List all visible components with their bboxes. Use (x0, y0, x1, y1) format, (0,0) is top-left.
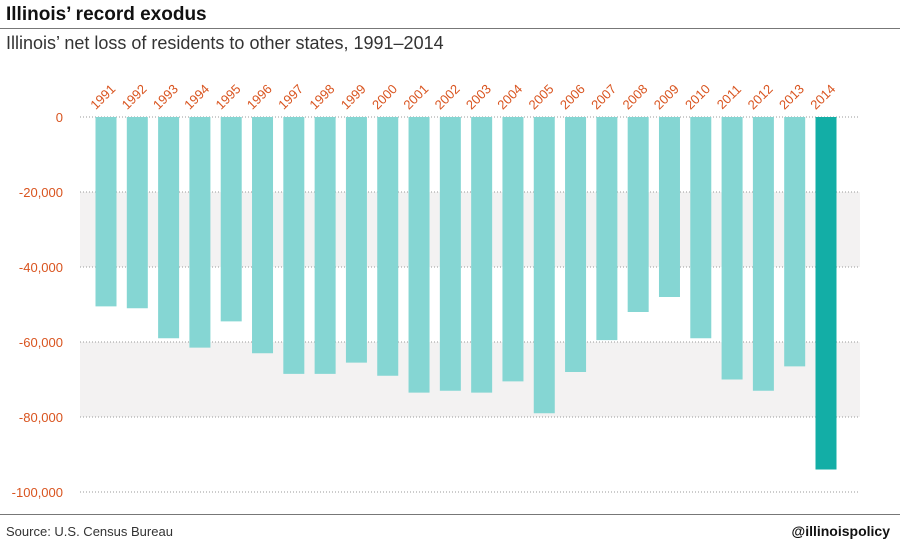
bar-2007 (596, 117, 618, 341)
bar-2009 (658, 117, 680, 297)
x-tick-label: 2004 (494, 81, 525, 112)
background-band (80, 342, 860, 417)
bar-1999 (345, 117, 367, 363)
bar-1995 (220, 117, 242, 322)
title-divider (0, 28, 900, 29)
bar-1992 (126, 117, 148, 309)
bar-2010 (690, 117, 712, 339)
x-tick-label: 2003 (463, 81, 494, 112)
bar-2011 (721, 117, 743, 380)
y-tick-label: -100,000 (12, 485, 63, 500)
bar-1994 (189, 117, 211, 348)
bar-1996 (252, 117, 274, 354)
y-tick-label: 0 (56, 110, 63, 125)
bar-2003 (471, 117, 493, 393)
x-tick-label: 2009 (651, 81, 682, 112)
bar-2002 (439, 117, 461, 391)
x-tick-label: 1991 (87, 81, 118, 112)
x-tick-label: 2012 (745, 81, 776, 112)
bar-2006 (565, 117, 587, 372)
x-tick-label: 1995 (213, 81, 244, 112)
y-tick-label: -60,000 (19, 335, 63, 350)
chart-subtitle: Illinois’ net loss of residents to other… (6, 33, 444, 53)
social-handle: @illinoispolicy (791, 523, 890, 539)
x-tick-label: 2011 (714, 82, 744, 112)
x-tick-label: 2000 (369, 81, 400, 112)
footer-divider (0, 514, 900, 515)
x-tick-label: 1994 (181, 81, 212, 112)
x-tick-label: 2001 (400, 81, 431, 112)
bar-2013 (784, 117, 806, 367)
x-tick-label: 1999 (338, 81, 369, 112)
x-tick-label: 1993 (150, 81, 181, 112)
bar-2004 (502, 117, 524, 382)
x-tick-label: 2013 (776, 81, 807, 112)
bar-2012 (752, 117, 774, 391)
y-tick-label: -40,000 (19, 260, 63, 275)
bar-2008 (627, 117, 649, 312)
x-tick-label: 2008 (619, 81, 650, 112)
x-tick-label: 2006 (557, 81, 588, 112)
x-tick-label: 2005 (526, 81, 557, 112)
x-tick-label: 2010 (682, 81, 713, 112)
x-tick-label: 2007 (588, 81, 619, 112)
bar-1991 (95, 117, 117, 307)
x-tick-label: 1996 (244, 81, 275, 112)
bar-1993 (158, 117, 180, 339)
bar-1997 (283, 117, 305, 374)
y-tick-label: -20,000 (19, 185, 63, 200)
bar-2014 (815, 117, 837, 470)
x-tick-label: 2014 (807, 81, 838, 112)
x-tick-label: 1997 (275, 81, 306, 112)
x-tick-label: 1992 (119, 81, 150, 112)
bar-1998 (314, 117, 336, 374)
bar-2001 (408, 117, 430, 393)
bar-2005 (533, 117, 555, 414)
bar-2000 (377, 117, 399, 376)
x-tick-label: 1998 (306, 81, 337, 112)
bar-chart: 0 -20,000 -40,000 -60,000 -80,000 -100,000 199… (12, 81, 860, 500)
y-tick-label: -80,000 (19, 410, 63, 425)
source-note: Source: U.S. Census Bureau (6, 524, 173, 539)
x-tick-label: 2002 (432, 81, 463, 112)
chart-title: Illinois’ record exodus (6, 4, 207, 25)
